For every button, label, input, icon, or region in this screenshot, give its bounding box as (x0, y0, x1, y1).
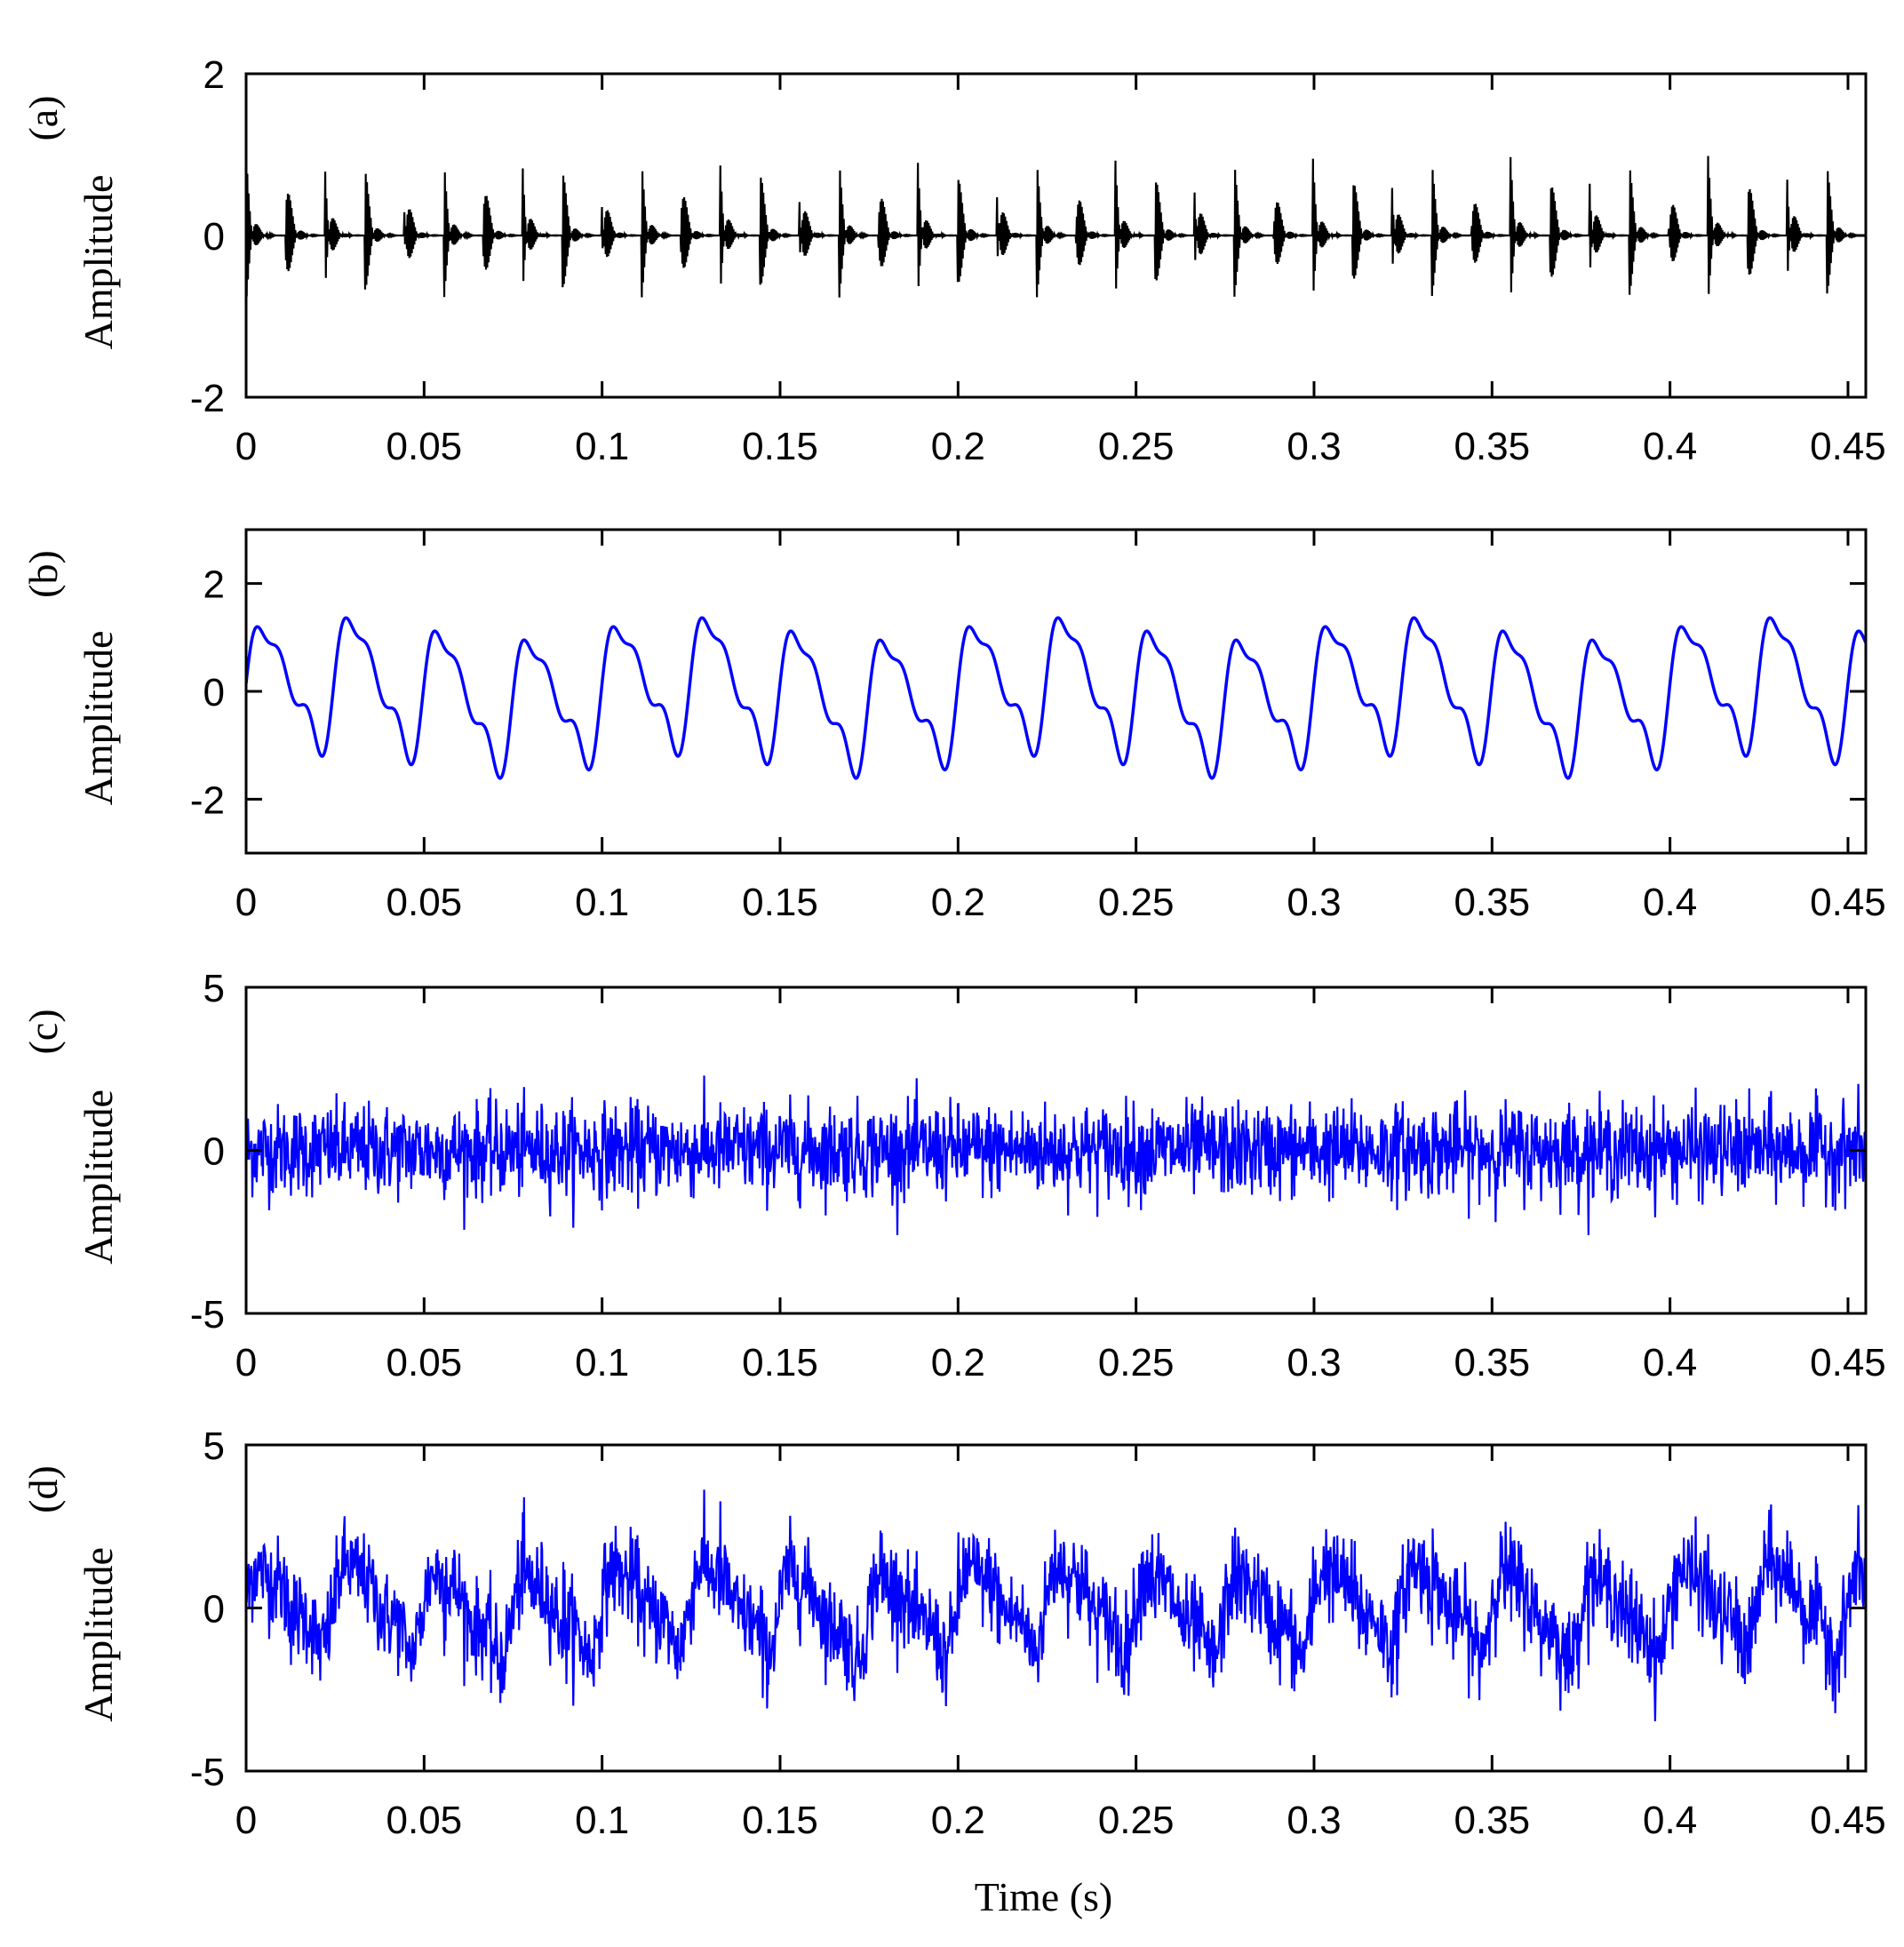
x-tick-label-b: 0.1 (575, 881, 629, 924)
x-tick-label-a: 0.05 (386, 425, 463, 468)
x-tick-label-c: 0.1 (575, 1341, 629, 1384)
y-tick-label-b: 0 (203, 671, 225, 714)
x-tick-label-b: 0.4 (1643, 881, 1697, 924)
y-tick-label-d: 0 (203, 1588, 225, 1632)
x-axis-label: Time (s) (975, 1874, 1113, 1919)
x-tick-label-d: 0.1 (575, 1799, 629, 1842)
y-tick-label-a: 0 (203, 215, 225, 259)
y-tick-label-b: 2 (203, 563, 225, 607)
x-tick-label-d: 0.05 (386, 1799, 463, 1842)
y-tick-label-c: 0 (203, 1130, 225, 1174)
x-tick-label-b: 0.2 (931, 881, 985, 924)
x-tick-label-c: 0 (235, 1341, 257, 1384)
y-tick-label-b: -2 (190, 778, 225, 822)
y-axis-label-a: Amplitude (76, 175, 121, 350)
x-tick-label-a: 0 (235, 425, 257, 468)
x-tick-label-d: 0.25 (1098, 1799, 1175, 1842)
series-line-b (246, 616, 1866, 780)
panel-label-d: (d) (20, 1465, 66, 1513)
x-tick-label-c: 0.4 (1643, 1341, 1697, 1384)
x-tick-label-b: 0.25 (1098, 881, 1175, 924)
y-tick-label-c: -5 (190, 1293, 225, 1337)
series-line-a (246, 154, 1866, 298)
x-tick-label-a: 0.45 (1810, 425, 1886, 468)
x-tick-label-d: 0.3 (1287, 1799, 1341, 1842)
y-tick-label-a: 2 (203, 53, 225, 97)
x-tick-label-a: 0.25 (1098, 425, 1175, 468)
y-tick-label-a: -2 (190, 377, 225, 420)
series-line-d (246, 1489, 1866, 1721)
x-tick-label-d: 0.45 (1810, 1799, 1886, 1842)
panel-label-b: (b) (20, 550, 66, 598)
x-tick-label-a: 0.2 (931, 425, 985, 468)
y-tick-label-c: 5 (203, 967, 225, 1010)
x-tick-label-c: 0.45 (1810, 1341, 1886, 1384)
x-tick-label-d: 0.35 (1454, 1799, 1530, 1842)
series-line-c (246, 1075, 1866, 1235)
y-axis-label-b: Amplitude (76, 631, 121, 806)
x-tick-label-c: 0.35 (1454, 1341, 1530, 1384)
x-tick-label-a: 0.1 (575, 425, 629, 468)
y-tick-label-d: -5 (190, 1751, 225, 1794)
x-tick-label-a: 0.3 (1287, 425, 1341, 468)
y-axis-label-c: Amplitude (76, 1089, 121, 1265)
x-tick-label-c: 0.2 (931, 1341, 985, 1384)
panel-d: 0 0.05 0.1 0.15 0.2 0.25 0.3 0.35 0.4 0.45-505Amp… (20, 1424, 1886, 1919)
x-tick-label-a: 0.4 (1643, 425, 1697, 468)
x-tick-label-b: 0.3 (1287, 881, 1341, 924)
x-tick-label-a: 0.35 (1454, 425, 1530, 468)
panel-label-a: (a) (20, 95, 66, 140)
x-tick-label-b: 0 (235, 881, 257, 924)
x-tick-label-b: 0.15 (742, 881, 818, 924)
x-tick-label-d: 0.15 (742, 1799, 818, 1842)
x-tick-label-d: 0 (235, 1799, 257, 1842)
y-tick-label-d: 5 (203, 1424, 225, 1468)
x-tick-label-c: 0.15 (742, 1341, 818, 1384)
panel-c: 0 0.05 0.1 0.15 0.2 0.25 0.3 0.35 0.4 0.45-505Amp… (20, 967, 1886, 1384)
y-axis-label-d: Amplitude (76, 1547, 121, 1722)
x-tick-label-d: 0.4 (1643, 1799, 1697, 1842)
x-tick-label-d: 0.2 (931, 1799, 985, 1842)
x-tick-label-b: 0.45 (1810, 881, 1886, 924)
panel-a: 0 0.05 0.1 0.15 0.2 0.25 0.3 0.35 0.4 0.45-202Amp… (20, 53, 1886, 468)
panel-b: 0 0.05 0.1 0.15 0.2 0.25 0.3 0.35 0.4 0.45 -2 0 2 Amp… (20, 528, 1886, 924)
x-tick-label-b: 0.35 (1454, 881, 1530, 924)
x-tick-label-c: 0.25 (1098, 1341, 1175, 1384)
x-tick-label-b: 0.05 (386, 881, 463, 924)
x-tick-label-a: 0.15 (742, 425, 818, 468)
x-tick-label-c: 0.05 (386, 1341, 463, 1384)
x-tick-label-c: 0.3 (1287, 1341, 1341, 1384)
panel-label-c: (c) (20, 1009, 66, 1054)
